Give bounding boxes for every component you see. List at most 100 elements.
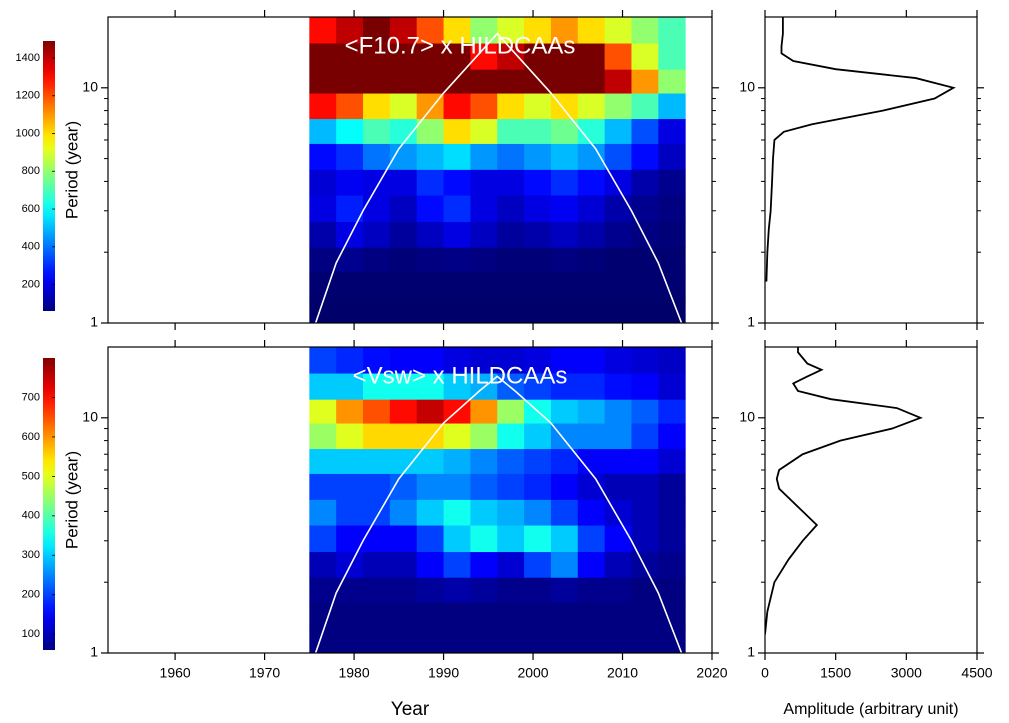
heat-cell	[497, 247, 525, 273]
heat-cell	[470, 399, 498, 424]
heat-cell	[577, 271, 606, 297]
heat-cell	[550, 43, 579, 70]
heat-cell	[524, 525, 552, 553]
heat-cell	[363, 448, 391, 474]
cone-of-influence	[314, 32, 683, 323]
heat-cell	[550, 271, 579, 297]
y-axis-label: Period (year)	[62, 121, 81, 219]
heat-cell	[577, 373, 606, 400]
heat-cell	[604, 271, 632, 297]
heat-cell	[416, 271, 445, 297]
heat-cell	[497, 143, 525, 170]
heat-cell	[416, 373, 445, 400]
y-tick-label: 1	[90, 314, 98, 330]
heat-cell	[604, 399, 632, 424]
heat-cell	[497, 347, 525, 374]
heat-cell	[470, 551, 498, 578]
heat-cell	[524, 221, 552, 248]
heat-cell	[389, 423, 418, 450]
heat-cell	[389, 69, 418, 94]
heat-cell	[550, 195, 579, 223]
heat-cell	[658, 221, 686, 248]
heat-cell	[497, 577, 525, 603]
heat-cell	[309, 93, 337, 120]
heat-cell	[443, 296, 471, 323]
colorbar-tick-label: 400	[22, 241, 40, 253]
heat-cell	[604, 296, 632, 323]
heat-cell	[658, 118, 686, 144]
heat-cell	[416, 221, 445, 248]
heat-cell	[497, 221, 525, 248]
heat-cell	[524, 423, 552, 450]
colorbar-tick-label: 1000	[16, 127, 40, 139]
heat-cell	[604, 601, 632, 627]
heat-cell	[363, 169, 391, 196]
heat-cell	[658, 373, 686, 400]
heat-cell	[497, 525, 525, 553]
heat-cell	[443, 195, 471, 223]
colorbar-tick-label: 1400	[16, 52, 40, 64]
heat-cell	[336, 247, 364, 273]
heat-cell	[309, 473, 337, 500]
heat-cell	[470, 271, 498, 297]
heat-cell	[336, 448, 364, 474]
heat-cell	[389, 577, 418, 603]
colorbar-tick-label: 100	[22, 628, 40, 640]
heat-cell	[524, 17, 552, 44]
heat-cell	[604, 195, 632, 223]
x-tick-label: 1980	[338, 665, 369, 681]
heat-cell	[631, 347, 659, 374]
heat-cell	[416, 118, 445, 144]
heat-cell	[416, 601, 445, 627]
heat-cell	[416, 247, 445, 273]
heat-cell	[577, 169, 606, 196]
heat-cell	[604, 247, 632, 273]
heat-cell	[336, 143, 364, 170]
heat-cell	[389, 169, 418, 196]
heat-cell	[336, 221, 364, 248]
heat-cell	[524, 601, 552, 627]
heat-cell	[363, 525, 391, 553]
heat-cell	[550, 143, 579, 170]
heat-cell	[524, 169, 552, 196]
heat-cell	[443, 601, 471, 627]
heat-cell	[550, 347, 579, 374]
heat-cell	[470, 423, 498, 450]
colorbar-tick-label: 300	[22, 549, 40, 561]
heat-cell	[550, 373, 579, 400]
heat-cell	[363, 373, 391, 400]
heat-cell	[550, 169, 579, 196]
heat-cell	[443, 551, 471, 578]
heat-cell	[443, 17, 471, 44]
heat-cell	[309, 525, 337, 553]
heat-cell	[631, 195, 659, 223]
heat-cell	[443, 423, 471, 450]
heat-cell	[577, 525, 606, 553]
plot-area	[309, 347, 686, 653]
heat-cell	[604, 577, 632, 603]
heat-cell	[336, 423, 364, 450]
heat-cell	[416, 43, 445, 70]
heat-cell	[470, 69, 498, 94]
heat-cell	[363, 247, 391, 273]
heat-cell	[470, 347, 498, 374]
heat-cell	[577, 601, 606, 627]
x-tick-label: 2010	[607, 665, 638, 681]
heat-cell	[631, 423, 659, 450]
heat-cell	[470, 93, 498, 120]
heat-cell	[577, 499, 606, 526]
heat-cell	[524, 499, 552, 526]
heat-cell	[550, 448, 579, 474]
heat-cell	[416, 473, 445, 500]
heat-cell	[363, 118, 391, 144]
heat-cell	[631, 17, 659, 44]
heat-cell	[336, 118, 364, 144]
heat-cell	[550, 118, 579, 144]
heat-cell	[336, 296, 364, 323]
colorbar-tick-label: 500	[22, 470, 40, 482]
heat-cell	[550, 473, 579, 500]
heat-cell	[631, 448, 659, 474]
heat-cell	[309, 169, 337, 196]
heat-cell	[550, 17, 579, 44]
